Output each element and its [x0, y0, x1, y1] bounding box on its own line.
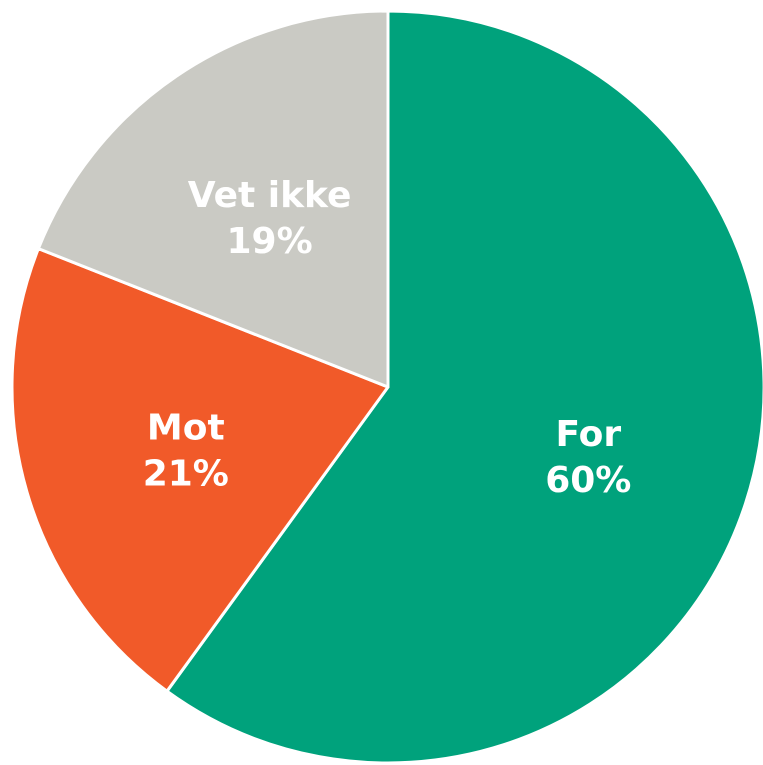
slice-value-label-mot: 21% — [143, 454, 229, 495]
pie-labels: For 60% Mot 21% Vet ikke 19% — [143, 175, 632, 501]
slice-value-label-for: 60% — [545, 460, 631, 501]
slice-category-label-mot: Mot — [147, 408, 225, 449]
pie-slice-for — [165, 9, 763, 765]
pie-slices — [10, 9, 763, 765]
slice-category-label-vet-ikke: Vet ikke — [188, 175, 352, 216]
slice-category-label-for: For — [555, 414, 621, 455]
pie-slice-mot — [10, 247, 390, 693]
pie-slice-vet-ikke — [36, 9, 390, 389]
slice-value-label-vet-ikke: 19% — [227, 221, 313, 262]
